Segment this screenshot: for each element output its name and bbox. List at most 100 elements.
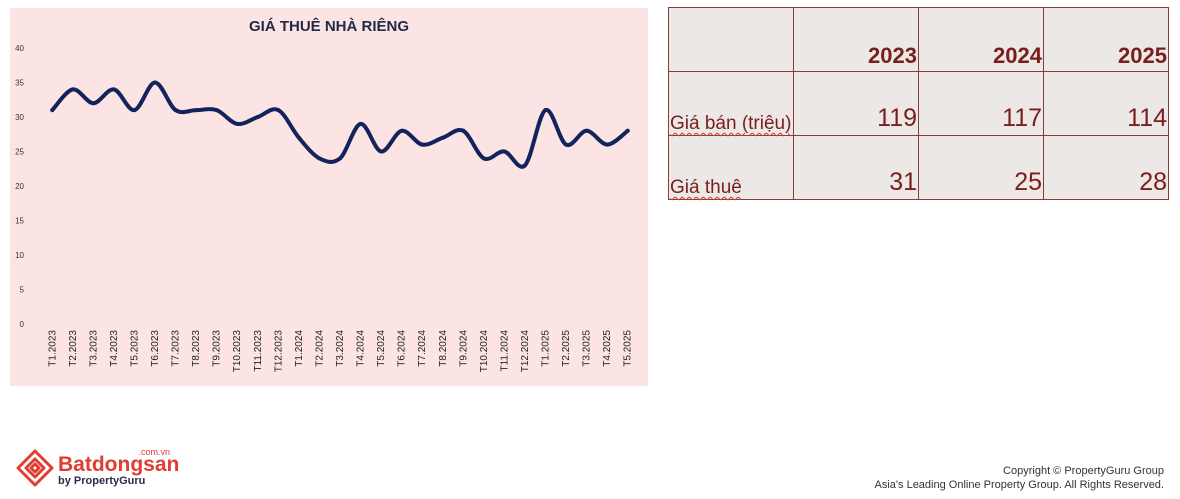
x-tick-label: T12.2024 (520, 330, 531, 373)
table-header-row: 2023 2024 2025 (668, 7, 1169, 72)
data-point (440, 135, 445, 140)
table-header-cell (668, 7, 794, 72)
data-point (255, 115, 260, 119)
y-tick-label: 35 (15, 79, 24, 88)
y-tick-label: 40 (15, 44, 24, 53)
table-row: Giá bán (triệu) 119 117 114 (668, 71, 1169, 136)
x-tick-label: T7.2024 (417, 330, 428, 367)
x-tick-label: T7.2023 (171, 330, 182, 367)
table-header-cell: 2025 (1043, 7, 1169, 72)
data-point (194, 108, 199, 113)
x-tick-label: T6.2023 (150, 330, 161, 367)
table-cell: 119 (793, 71, 919, 136)
x-tick-label: T11.2023 (253, 330, 264, 372)
row-label-text: Giá thuê (670, 177, 742, 198)
x-tick-label: T4.2024 (356, 330, 367, 367)
y-tick-label: 0 (20, 320, 25, 329)
data-point (625, 128, 630, 133)
x-tick-label: T5.2025 (623, 330, 634, 367)
logo-name: Batdongsan (58, 453, 179, 476)
x-tick-label: T4.2023 (109, 330, 120, 367)
data-point (399, 128, 404, 133)
y-tick-label: 15 (15, 217, 24, 226)
table-header-cell: 2023 (793, 7, 919, 72)
row-label-sale-price: Giá bán (triệu) (668, 71, 794, 136)
y-tick-label: 25 (15, 148, 24, 157)
table-row: Giá thuê 31 25 28 (668, 135, 1169, 200)
y-tick-label: 20 (15, 182, 24, 191)
data-point (379, 149, 384, 154)
data-point (523, 163, 527, 168)
row-label-rent-price: Giá thuê (668, 135, 794, 200)
x-tick-label: T5.2023 (129, 330, 140, 367)
table-cell: 117 (918, 71, 1044, 136)
x-tick-label: T6.2024 (397, 330, 408, 367)
price-summary-table: 2023 2024 2025 Giá bán (triệu) 119 117 1… (668, 7, 1169, 200)
data-point (91, 101, 96, 106)
x-tick-label: T3.2025 (582, 330, 593, 367)
logo-byline: by PropertyGuru (58, 475, 145, 487)
x-tick-label: T10.2023 (232, 330, 243, 373)
copyright-tagline: Asia's Leading Online Property Group. Al… (874, 479, 1164, 491)
data-point (317, 156, 322, 161)
table-cell: 28 (1043, 135, 1169, 200)
data-point (358, 121, 363, 126)
logo-domain: .com.vn (138, 447, 170, 457)
x-tick-label: T3.2024 (335, 330, 346, 367)
data-point (461, 128, 466, 133)
data-point (50, 108, 55, 113)
x-tick-label: T8.2023 (191, 330, 202, 367)
x-tick-label: T9.2024 (458, 330, 469, 367)
y-axis: 0 5 10 15 20 25 30 35 40 (15, 44, 24, 329)
row-label-text: Giá bán (triệu) (670, 113, 792, 134)
x-tick-label: T10.2024 (479, 330, 490, 373)
data-point (70, 87, 75, 92)
x-tick-label: T11.2024 (499, 330, 510, 372)
data-point (276, 108, 281, 113)
x-tick-label: T2.2025 (561, 330, 572, 367)
x-tick-label: T1.2024 (294, 330, 305, 367)
x-tick-label: T2.2024 (314, 330, 325, 367)
y-tick-label: 10 (15, 251, 24, 260)
table-cell: 114 (1043, 71, 1169, 136)
copyright-notice: Copyright © PropertyGuru Group Asia's Le… (875, 464, 1164, 492)
data-point (502, 149, 507, 154)
data-point (338, 156, 342, 161)
x-tick-label: T12.2023 (273, 330, 284, 373)
table-header-cell: 2024 (918, 7, 1044, 72)
x-tick-label: T8.2024 (438, 330, 449, 367)
x-tick-label: T9.2023 (212, 330, 223, 367)
data-point (153, 80, 157, 85)
chart-title: GIÁ THUÊ NHÀ RIÊNG (249, 17, 409, 35)
x-tick-label: T5.2024 (376, 330, 387, 367)
x-tick-label: T4.2025 (602, 330, 613, 367)
x-tick-label: T3.2023 (88, 330, 99, 367)
x-tick-label: T2.2023 (68, 330, 79, 367)
plot-area (50, 80, 630, 169)
batdongsan-house-icon (16, 449, 54, 487)
data-point (173, 108, 178, 113)
table-cell: 31 (793, 135, 919, 200)
x-tick-label: T1.2025 (541, 330, 552, 367)
batdongsan-logo: .com.vn Batdongsan by PropertyGuru (16, 447, 179, 487)
table-cell: 25 (918, 135, 1044, 200)
data-point (235, 121, 240, 126)
data-point (481, 156, 486, 161)
data-point (111, 87, 116, 92)
data-point (543, 108, 548, 113)
data-point (584, 128, 589, 133)
series-line (50, 80, 630, 169)
data-point (214, 108, 219, 113)
data-point (564, 142, 569, 147)
y-tick-label: 30 (15, 113, 24, 122)
data-point (132, 108, 137, 113)
data-point (605, 142, 610, 147)
copyright-line: Copyright © PropertyGuru Group (1003, 465, 1164, 477)
x-axis: T1.2023 T2.2023 T3.2023 T4.2023 T5.2023 T6.20… (47, 330, 633, 373)
y-tick-label: 5 (20, 286, 25, 295)
data-point (296, 135, 301, 140)
x-tick-label: T1.2023 (47, 330, 58, 367)
chart-panel: GIÁ THUÊ NHÀ RIÊNG 0 5 10 15 20 25 30 35 40 T1.2… (10, 8, 648, 386)
rent-price-line-chart: GIÁ THUÊ NHÀ RIÊNG 0 5 10 15 20 25 30 35 40 T1.2… (15, 17, 634, 373)
data-point (420, 142, 425, 147)
